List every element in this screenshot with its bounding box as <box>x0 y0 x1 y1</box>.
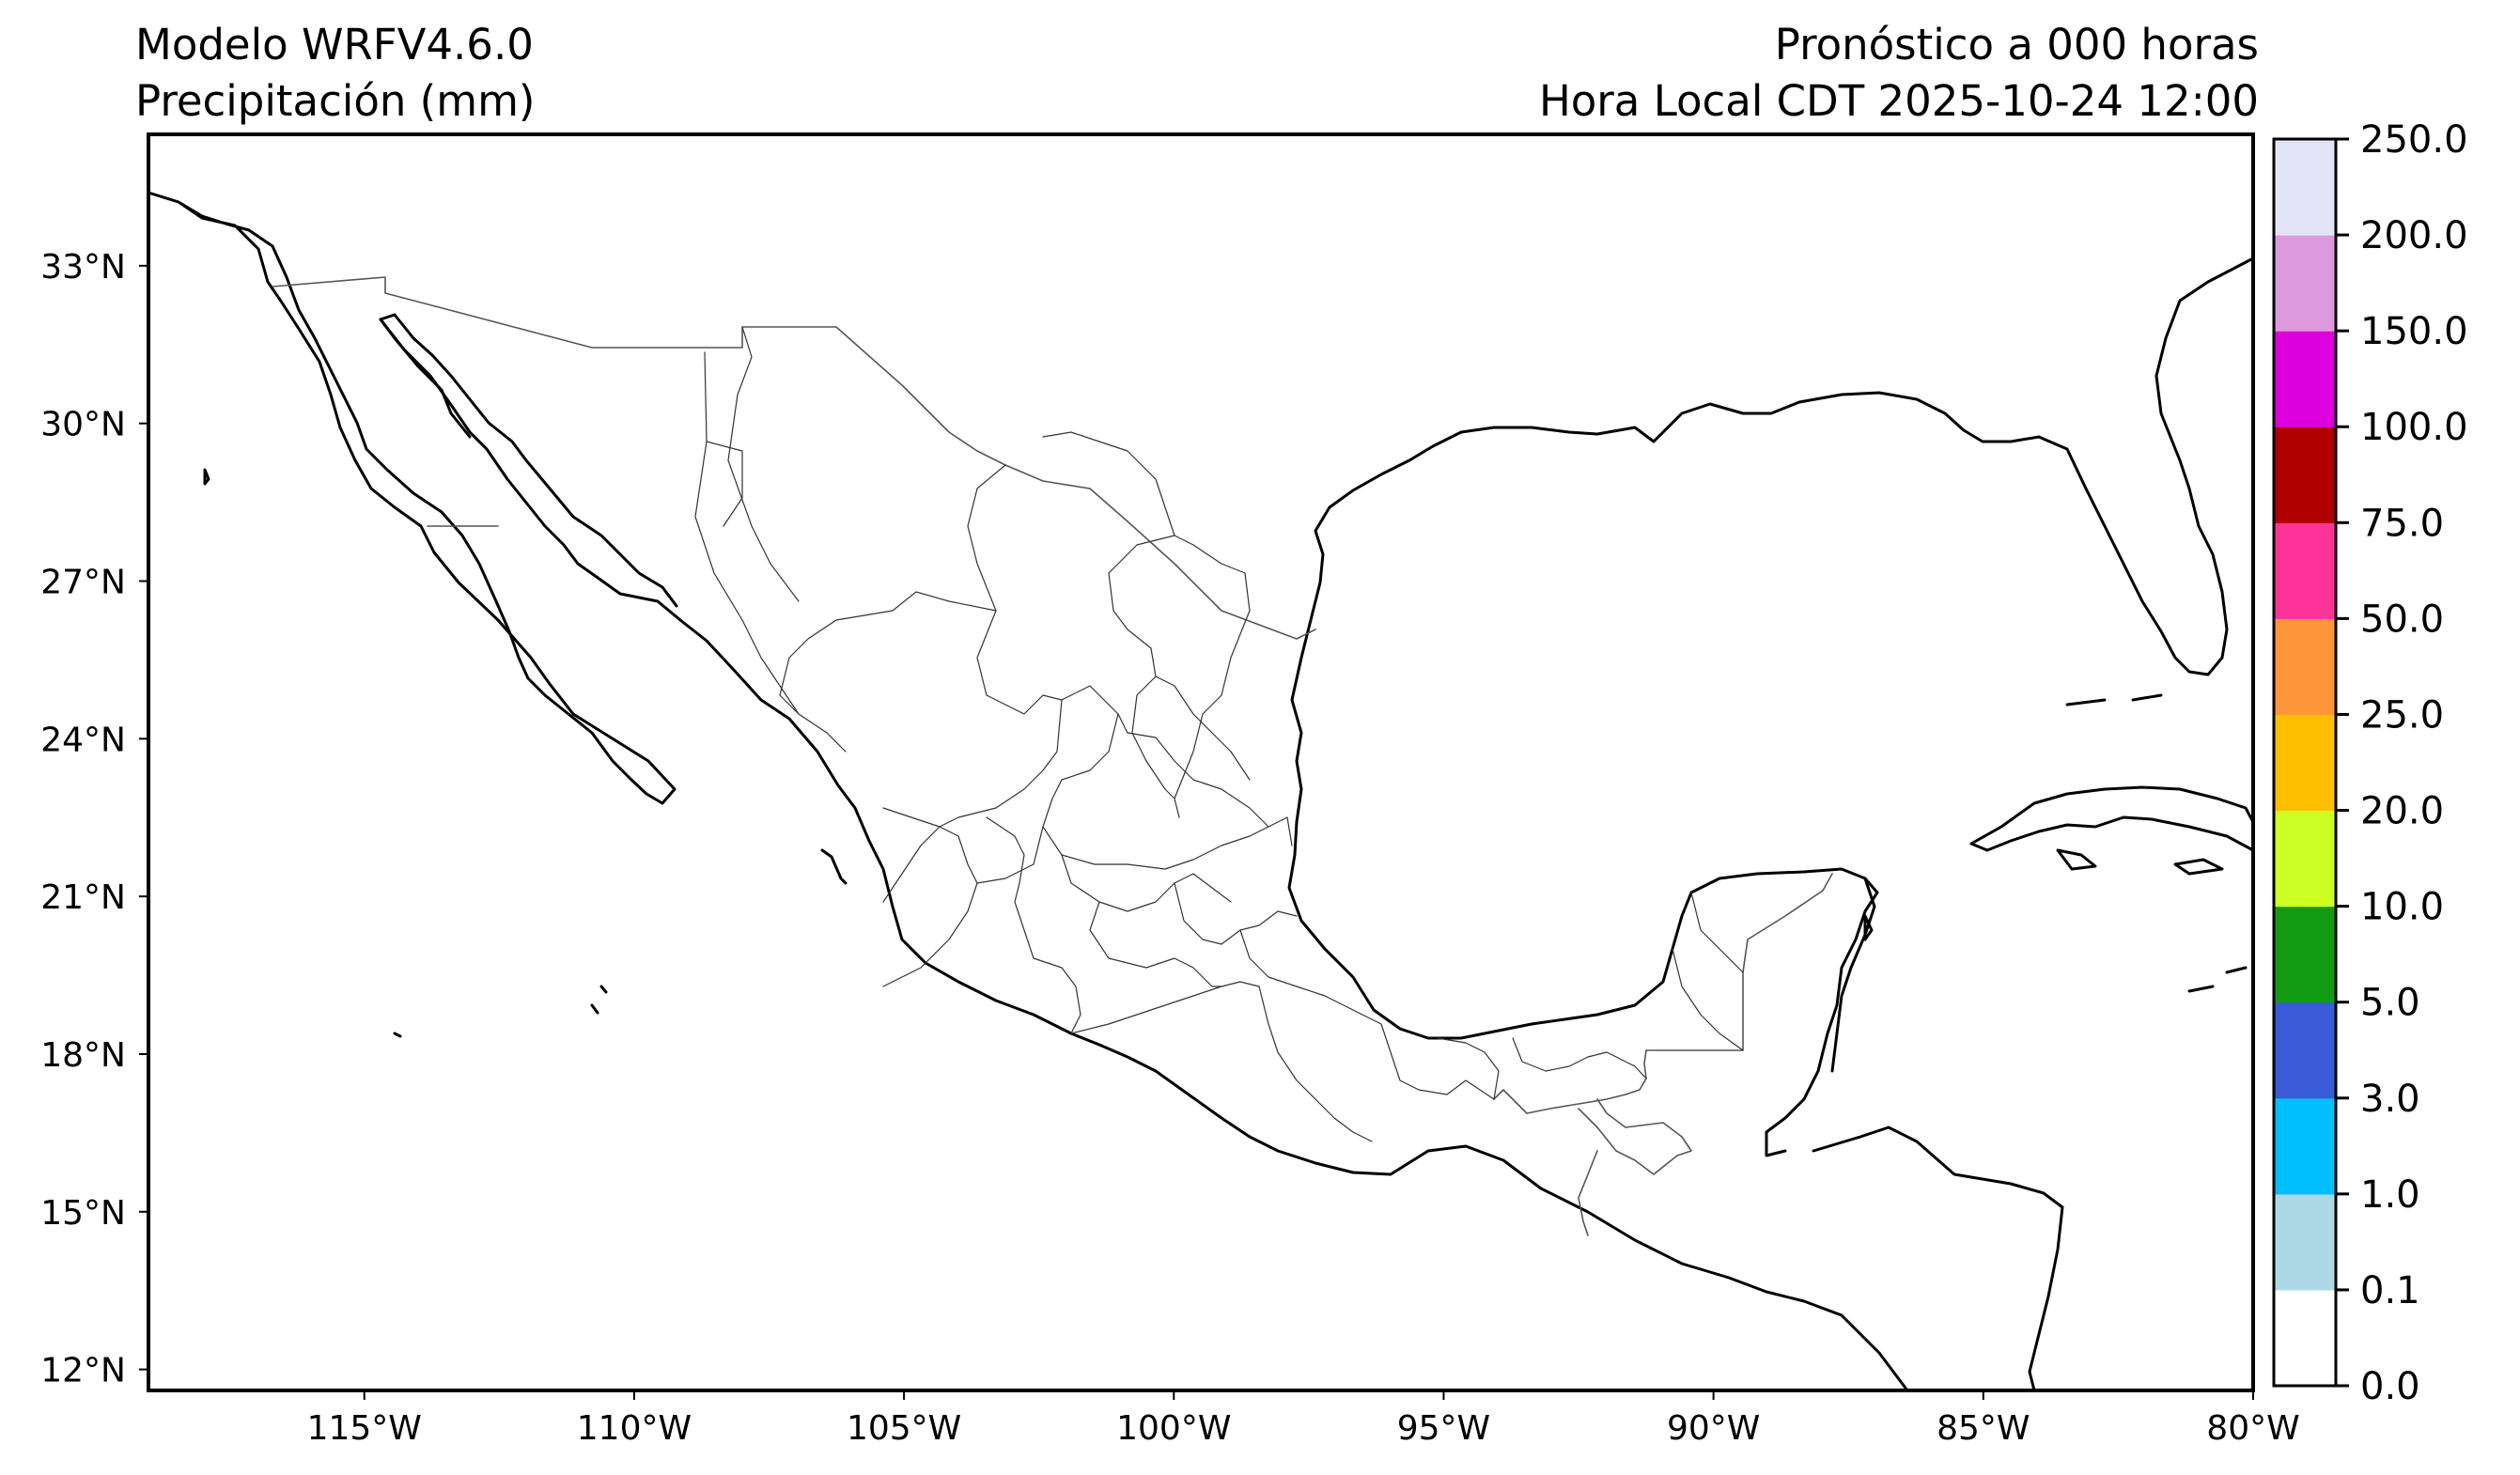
model-title: Modelo WRFV4.6.0 <box>135 20 534 70</box>
longitude-tick-label: 100°W <box>1116 1409 1231 1448</box>
map-frame <box>147 132 2255 1392</box>
colorbar-tick-label: 10.0 <box>2360 886 2444 929</box>
border-us-mexico <box>272 276 1316 640</box>
colorbar-tick-label: 25.0 <box>2360 693 2444 737</box>
latitude-tick-labels: 12°N 15°N 18°N 21°N 24°N 27°N 30°N 33°N <box>40 248 148 1390</box>
colorbar-tick-label: 75.0 <box>2360 502 2444 545</box>
map-area[interactable] <box>148 134 2253 1390</box>
longitude-tick-label: 95°W <box>1397 1409 1490 1448</box>
colorbar-segment <box>2274 1289 2336 1387</box>
coastline-gulf-mexico <box>1287 820 1876 1073</box>
colorbar-tick-label: 100.0 <box>2360 406 2468 449</box>
longitude-tick-label: 105°W <box>847 1409 961 1448</box>
colorbar-segment <box>2274 522 2336 619</box>
colorbar-tick-label: 3.0 <box>2360 1078 2420 1121</box>
local-time-title: Hora Local CDT 2025-10-24 12:00 <box>1538 76 2259 126</box>
colorbar-segment <box>2274 139 2336 236</box>
coastline-cozumel <box>1863 914 1874 941</box>
latitude-tick-label: 18°N <box>40 1036 126 1075</box>
latitude-tick-label: 24°N <box>40 721 126 759</box>
longitude-tick-label: 80°W <box>2206 1409 2299 1448</box>
state-borders <box>694 326 1744 1142</box>
colorbar-tick-label: 50.0 <box>2360 598 2444 641</box>
colorbar-segment <box>2274 618 2336 716</box>
colorbar-tick-label: 0.0 <box>2360 1365 2420 1408</box>
longitude-tick-labels: 115°W 110°W 105°W 100°W 95°W 90°W 85°W 80°W <box>307 1390 2300 1448</box>
border-guatemala-south <box>1578 1098 1692 1175</box>
coastline-isla-de-la-juventud <box>2056 848 2097 871</box>
coastline-isla-guadalupe <box>203 468 210 486</box>
latitude-tick-label: 21°N <box>40 878 126 917</box>
colorbar-segment <box>2274 1001 2336 1099</box>
coastline-gulf-of-california <box>379 318 1909 1390</box>
latitude-tick-label: 27°N <box>40 564 126 602</box>
colorbar-segment <box>2274 427 2336 523</box>
colorbar-tick-label: 250.0 <box>2360 118 2468 162</box>
colorbar-segment <box>2274 235 2336 332</box>
border-mexico-guatemala <box>1493 1049 1647 1114</box>
coastline-bahamas <box>2065 693 2248 993</box>
coastline-gulf-us <box>1290 256 2253 824</box>
longitude-tick-label: 85°W <box>1937 1409 2030 1448</box>
colorbar-segment <box>2274 714 2336 812</box>
colorbar-frame <box>2272 137 2338 1388</box>
precipitation-colorbar: 0.0 0.1 1.0 3.0 5.0 10.0 20.0 25.0 50.0 75.0 100.0… <box>2272 118 2468 1408</box>
colorbar-tick-label: 0.1 <box>2360 1269 2420 1312</box>
colorbar-segment <box>2274 1193 2336 1291</box>
colorbar-segment <box>2274 906 2336 1003</box>
coastline-cuba <box>1969 785 2253 852</box>
longitude-tick-label: 90°W <box>1667 1409 1760 1448</box>
coastline-islas-marias <box>820 848 848 885</box>
coastline-baja-pacific <box>148 191 677 805</box>
colorbar-segment <box>2274 810 2336 908</box>
coastline-caribbean <box>1812 1126 2064 1390</box>
latitude-tick-label: 12°N <box>40 1352 126 1390</box>
coastline-yucatan-east <box>1765 877 1879 1157</box>
colorbar-tick-label: 5.0 <box>2360 982 2420 1025</box>
variable-title: Precipitación (mm) <box>135 76 536 126</box>
forecast-hour-title: Pronóstico a 000 horas <box>1774 20 2259 70</box>
longitude-tick-label: 115°W <box>307 1409 422 1448</box>
colorbar-tick-label: 150.0 <box>2360 310 2468 353</box>
border-guatemala-honduras <box>1578 1150 1598 1236</box>
colorbar-tick-label: 1.0 <box>2360 1173 2420 1217</box>
coastline-revillagigedo <box>393 985 608 1038</box>
colorbar-segment <box>2274 331 2336 427</box>
coastline-upper-gulf <box>379 313 678 608</box>
latitude-tick-label: 15°N <box>40 1194 126 1233</box>
latitude-tick-label: 30°N <box>40 406 126 444</box>
colorbar-tick-label: 20.0 <box>2360 790 2444 833</box>
longitude-tick-label: 110°W <box>577 1409 692 1448</box>
colorbar-segment <box>2274 1097 2336 1195</box>
latitude-tick-label: 33°N <box>40 248 126 287</box>
colorbar-tick-label: 200.0 <box>2360 214 2468 257</box>
coastline-jamaica <box>2173 858 2224 876</box>
